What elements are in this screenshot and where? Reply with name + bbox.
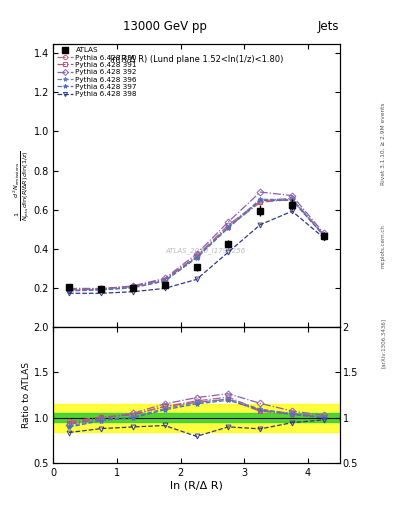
Line: Pythia 6.428 396: Pythia 6.428 396 — [66, 197, 327, 293]
Line: Pythia 6.428 397: Pythia 6.428 397 — [66, 198, 327, 293]
Pythia 6.428 398 — [99, 290, 103, 296]
Pythia 6.428 398 — [130, 289, 135, 295]
Pythia 6.428 397 — [290, 197, 294, 203]
Pythia 6.428 390 — [67, 285, 72, 291]
Pythia 6.428 396 — [99, 287, 103, 293]
Pythia 6.428 398 — [258, 222, 263, 228]
Line: Pythia 6.428 390: Pythia 6.428 390 — [66, 196, 327, 291]
Text: 13000 GeV pp: 13000 GeV pp — [123, 20, 207, 33]
Pythia 6.428 390 — [130, 283, 135, 289]
Pythia 6.428 391 — [258, 199, 263, 205]
Pythia 6.428 391 — [194, 254, 199, 260]
Pythia 6.428 397 — [67, 288, 72, 294]
Text: Rivet 3.1.10, ≥ 2.9M events: Rivet 3.1.10, ≥ 2.9M events — [381, 102, 386, 185]
Pythia 6.428 398 — [162, 285, 167, 291]
Pythia 6.428 390 — [162, 276, 167, 283]
Line: Pythia 6.428 392: Pythia 6.428 392 — [66, 189, 327, 292]
Line: Pythia 6.428 398: Pythia 6.428 398 — [66, 209, 327, 296]
Pythia 6.428 397 — [194, 255, 199, 261]
Pythia 6.428 397 — [130, 285, 135, 291]
Pythia 6.428 390 — [290, 195, 294, 201]
X-axis label: ln (R/Δ R): ln (R/Δ R) — [170, 480, 223, 490]
Pythia 6.428 398 — [226, 249, 231, 255]
Pythia 6.428 391 — [130, 283, 135, 289]
Text: mcplots.cern.ch: mcplots.cern.ch — [381, 224, 386, 268]
Text: Jets: Jets — [318, 20, 339, 33]
Pythia 6.428 390 — [99, 285, 103, 291]
Pythia 6.428 392 — [258, 189, 263, 195]
Pythia 6.428 392 — [130, 283, 135, 289]
Pythia 6.428 397 — [321, 233, 326, 239]
Pythia 6.428 392 — [67, 287, 72, 293]
Pythia 6.428 390 — [321, 232, 326, 238]
Text: [arXiv:1306.3436]: [arXiv:1306.3436] — [381, 318, 386, 368]
Pythia 6.428 398 — [321, 235, 326, 241]
Pythia 6.428 396 — [194, 254, 199, 260]
Text: ATLAS_2020_I1790256: ATLAS_2020_I1790256 — [165, 247, 245, 254]
Pythia 6.428 390 — [194, 253, 199, 259]
Pythia 6.428 390 — [258, 198, 263, 204]
Pythia 6.428 391 — [162, 276, 167, 283]
Pythia 6.428 392 — [226, 219, 231, 225]
Pythia 6.428 396 — [290, 197, 294, 203]
Pythia 6.428 391 — [67, 286, 72, 292]
Pythia 6.428 398 — [67, 290, 72, 296]
Legend: ATLAS, Pythia 6.428 390, Pythia 6.428 391, Pythia 6.428 392, Pythia 6.428 396, P: ATLAS, Pythia 6.428 390, Pythia 6.428 39… — [55, 46, 138, 99]
Pythia 6.428 392 — [321, 230, 326, 237]
Pythia 6.428 397 — [99, 287, 103, 293]
Pythia 6.428 392 — [99, 286, 103, 292]
Bar — [53, 404, 340, 432]
Pythia 6.428 396 — [67, 287, 72, 293]
Pythia 6.428 397 — [258, 198, 263, 204]
Line: Pythia 6.428 391: Pythia 6.428 391 — [66, 197, 327, 292]
Pythia 6.428 396 — [258, 196, 263, 202]
Text: ln(R/Δ R) (Lund plane 1.52<ln(1/z)<1.80): ln(R/Δ R) (Lund plane 1.52<ln(1/z)<1.80) — [110, 55, 283, 64]
Y-axis label: Ratio to ATLAS: Ratio to ATLAS — [22, 362, 31, 428]
Pythia 6.428 391 — [321, 232, 326, 239]
Y-axis label: $\frac{1}{N_\mathrm{jets}}\frac{d^2 N_\mathrm{emissions}}{d\ln(R/\Delta R)\,d\ln: $\frac{1}{N_\mathrm{jets}}\frac{d^2 N_\m… — [11, 150, 32, 221]
Pythia 6.428 391 — [99, 286, 103, 292]
Pythia 6.428 390 — [226, 222, 231, 228]
Bar — [53, 413, 340, 422]
Pythia 6.428 397 — [162, 278, 167, 284]
Pythia 6.428 398 — [290, 208, 294, 215]
Pythia 6.428 398 — [194, 276, 199, 283]
Pythia 6.428 391 — [226, 224, 231, 230]
Pythia 6.428 396 — [162, 278, 167, 284]
Pythia 6.428 397 — [226, 225, 231, 231]
Pythia 6.428 396 — [321, 232, 326, 239]
Pythia 6.428 396 — [130, 284, 135, 290]
Pythia 6.428 396 — [226, 224, 231, 230]
Pythia 6.428 392 — [290, 193, 294, 199]
Pythia 6.428 391 — [290, 197, 294, 203]
Pythia 6.428 392 — [194, 251, 199, 257]
Pythia 6.428 392 — [162, 275, 167, 282]
